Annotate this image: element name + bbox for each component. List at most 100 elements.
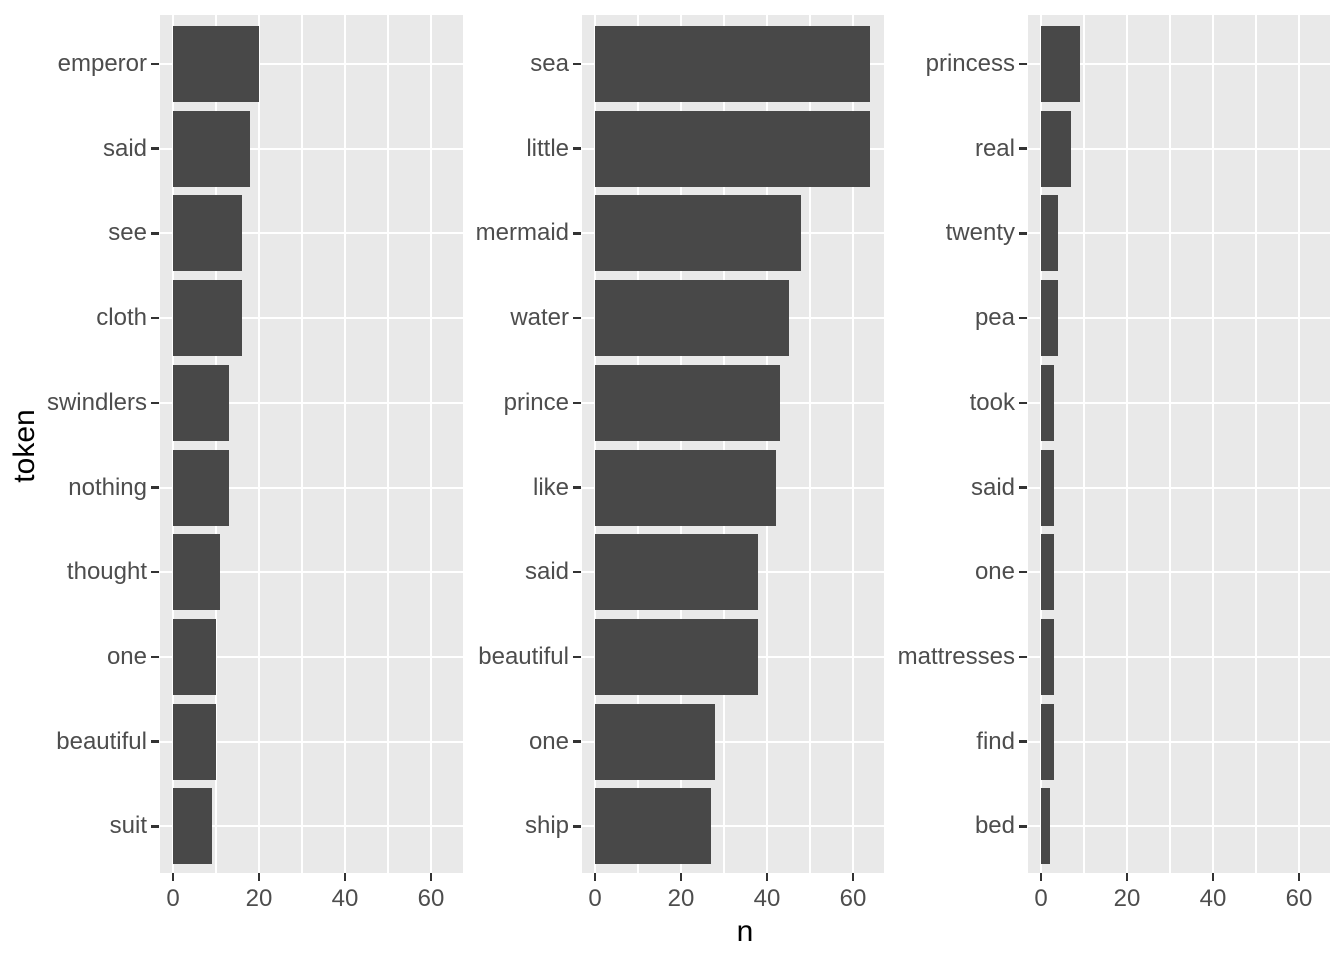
gridline-major <box>258 15 260 873</box>
y-tick-label: see <box>108 219 147 247</box>
gridline-row <box>160 317 463 320</box>
gridline-minor <box>809 15 811 873</box>
bar-water <box>595 280 789 357</box>
y-tick-mark <box>573 316 581 320</box>
x-tick-mark <box>765 873 769 881</box>
bar-beautiful <box>595 618 759 695</box>
gridline-row <box>1028 147 1330 150</box>
y-tick-label: beautiful <box>56 727 147 755</box>
bar-little <box>595 110 871 187</box>
x-tick-mark <box>851 873 855 881</box>
y-tick-mark <box>1019 740 1027 743</box>
x-tick-mark <box>679 873 683 881</box>
bar-said <box>173 110 251 187</box>
gridline-major <box>1126 15 1128 873</box>
gridline-major <box>1212 15 1214 873</box>
gridline-minor <box>1169 15 1171 873</box>
bar-mattresses <box>1041 618 1054 695</box>
y-tick-label: beautiful <box>478 642 569 670</box>
y-tick-label: swindlers <box>46 388 147 416</box>
gridline-row <box>582 825 884 828</box>
y-tick-mark <box>1019 316 1027 320</box>
y-tick-mark <box>151 62 159 66</box>
x-tick-label: 40 <box>1199 885 1227 912</box>
bar-one <box>1041 534 1054 611</box>
y-tick-label: like <box>532 473 569 501</box>
y-tick-label: mermaid <box>475 219 569 247</box>
y-tick-mark <box>1019 62 1027 66</box>
y-tick-label: mattresses <box>897 642 1015 670</box>
y-tick-label: cloth <box>96 304 147 332</box>
bar-ship <box>595 788 712 865</box>
x-tick-label: 20 <box>667 885 695 912</box>
gridline-row <box>1028 317 1330 320</box>
y-tick-mark <box>1019 825 1027 828</box>
bar-said <box>595 534 759 611</box>
y-tick-mark <box>1019 147 1027 150</box>
x-tick-label: 20 <box>245 885 273 912</box>
y-tick-mark <box>1019 232 1027 235</box>
y-tick-label: water <box>510 304 569 332</box>
y-tick-mark <box>573 232 581 235</box>
y-tick-label: pea <box>974 304 1015 332</box>
x-tick-label: 40 <box>753 885 781 912</box>
y-tick-mark <box>573 401 581 405</box>
y-tick-label: real <box>974 134 1015 162</box>
x-tick-label: 0 <box>588 885 602 912</box>
y-tick-mark <box>573 740 581 743</box>
y-axis-title: token <box>8 409 41 483</box>
gridline-row <box>1028 63 1330 65</box>
bar-bed <box>1041 788 1050 865</box>
y-tick-mark <box>1019 486 1027 489</box>
y-tick-label: suit <box>109 812 147 840</box>
x-tick-label: 0 <box>166 885 180 912</box>
bar-said <box>1041 449 1054 526</box>
gridline-major <box>766 15 768 873</box>
gridline-row <box>160 147 463 150</box>
x-tick-mark <box>343 873 347 881</box>
y-tick-label: one <box>528 727 569 755</box>
y-tick-mark <box>151 655 159 659</box>
x-tick-mark <box>1125 873 1129 881</box>
y-tick-label: said <box>970 473 1015 501</box>
gridline-row <box>1028 655 1330 658</box>
x-tick-label: 60 <box>839 885 867 912</box>
y-tick-label: one <box>974 558 1015 586</box>
bar-nothing <box>173 449 229 526</box>
y-tick-label: bed <box>974 812 1015 840</box>
y-tick-label: thought <box>66 558 147 586</box>
x-tick-mark <box>171 873 175 881</box>
y-tick-mark <box>573 825 581 828</box>
y-tick-mark <box>151 570 159 574</box>
y-tick-label: emperor <box>57 50 147 77</box>
facet-panel-2: sea little mermaid water prince like said beaut… <box>476 15 884 911</box>
gridline-row <box>160 232 463 235</box>
y-tick-label: nothing <box>68 473 147 501</box>
y-tick-label: ship <box>524 812 569 840</box>
y-tick-mark <box>573 570 581 574</box>
y-tick-label: one <box>106 642 147 670</box>
gridline-major <box>344 15 346 873</box>
x-tick-label: 0 <box>1034 885 1048 912</box>
bar-suit <box>173 788 212 865</box>
bar-like <box>595 449 776 526</box>
y-tick-label: princess <box>925 50 1015 77</box>
y-tick-mark <box>573 486 581 489</box>
gridline-major <box>594 15 596 873</box>
facet-panel-3: princess real twenty pea took said one mattress… <box>898 15 1330 911</box>
y-tick-mark <box>151 825 159 828</box>
gridline-row <box>1028 232 1330 235</box>
gridline-row <box>582 740 884 743</box>
x-tick-mark <box>257 873 261 881</box>
gridline-major <box>680 15 682 873</box>
bar-took <box>1041 364 1054 441</box>
y-tick-mark <box>151 232 159 235</box>
y-tick-label: took <box>969 388 1015 416</box>
x-tick-label: 40 <box>331 885 359 912</box>
gridline-row <box>160 740 463 743</box>
bar-beautiful <box>173 703 216 780</box>
x-tick-label: 60 <box>417 885 445 912</box>
y-tick-label: said <box>524 558 569 586</box>
bar-real <box>1041 110 1072 187</box>
